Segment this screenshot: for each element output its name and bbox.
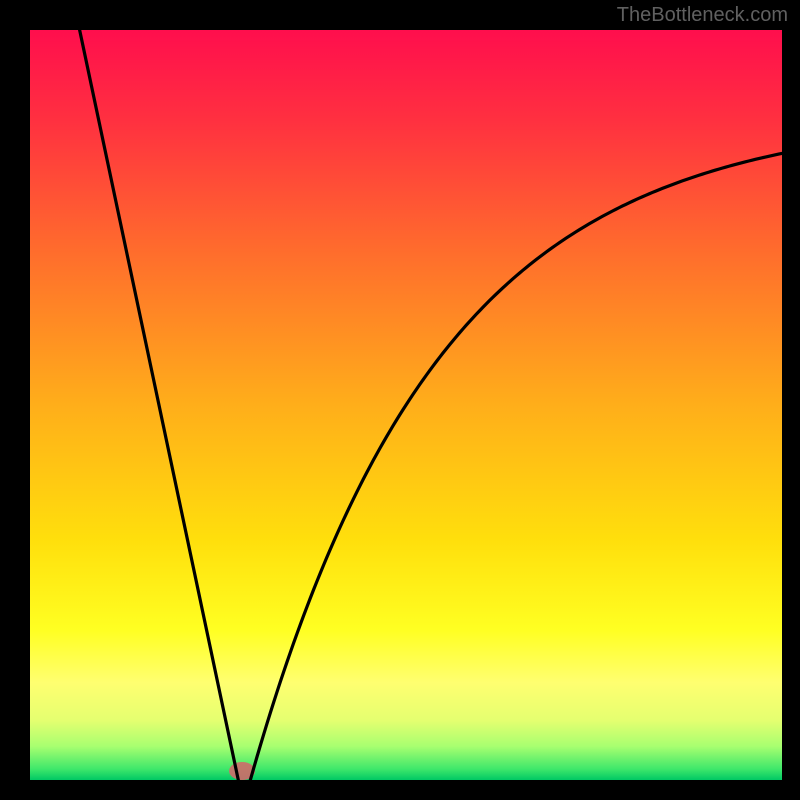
- bottleneck-chart: TheBottleneck.com: [0, 0, 800, 800]
- watermark-text: TheBottleneck.com: [617, 4, 788, 27]
- chart-svg: [0, 0, 800, 800]
